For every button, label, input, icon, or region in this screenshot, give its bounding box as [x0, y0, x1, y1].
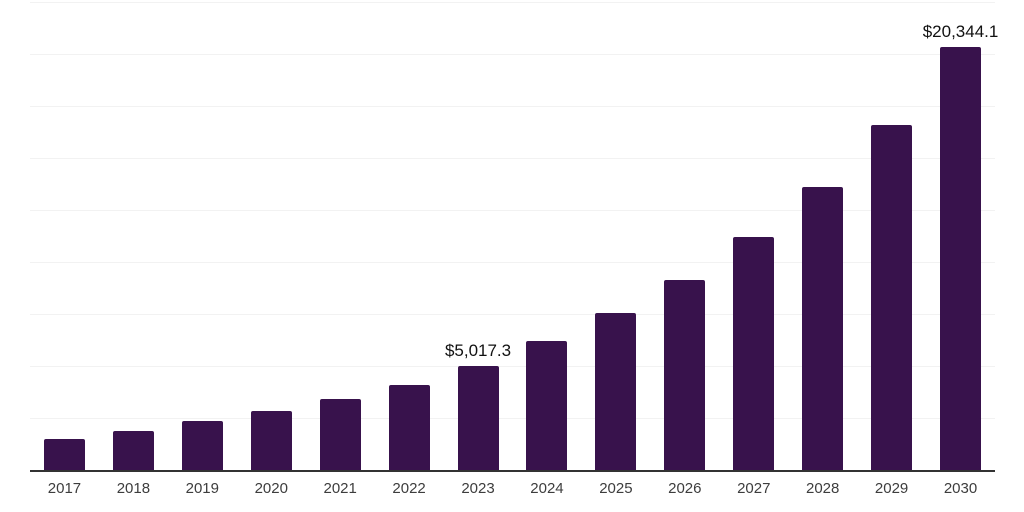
bar-2018	[112, 431, 154, 470]
plot-area: $5,017.3 $20,344.1	[30, 2, 998, 472]
x-tick-2025: 2025	[599, 480, 633, 497]
gridline-10000	[30, 262, 995, 263]
x-tick-2017: 2017	[47, 480, 82, 497]
bar-2028	[802, 186, 844, 470]
value-label-2023: $5,017.3	[444, 340, 512, 360]
x-tick-2022: 2022	[392, 480, 426, 497]
x-tick-2029: 2029	[874, 480, 909, 497]
x-tick-2024: 2024	[530, 480, 564, 497]
x-axis-labels: 2017 2018 2019 2020 2021 2022 2023 2024 2025 2026…	[30, 481, 995, 501]
gridline-15000	[30, 158, 995, 159]
x-tick-2020: 2020	[254, 480, 288, 497]
bar-2022	[388, 384, 430, 470]
x-tick-2026: 2026	[668, 480, 702, 497]
bar-2023	[457, 365, 499, 470]
x-tick-2030: 2030	[943, 480, 978, 497]
x-axis-line	[30, 470, 995, 472]
bar-2026	[664, 280, 706, 470]
gridline-2500	[30, 418, 995, 419]
bar-2029	[871, 124, 913, 470]
bar-2020	[250, 410, 292, 470]
bar-2024	[526, 341, 568, 470]
gridline-7500	[30, 314, 995, 315]
gridline-22500	[30, 2, 995, 3]
gridline-5000	[30, 366, 995, 367]
x-tick-2023: 2023	[461, 480, 495, 497]
x-tick-2019: 2019	[185, 480, 219, 497]
x-tick-2027: 2027	[737, 480, 771, 497]
x-tick-2018: 2018	[116, 480, 151, 497]
gridline-17500	[30, 106, 995, 107]
bar-2019	[181, 421, 223, 470]
bar-2025	[595, 313, 637, 470]
bar-2030	[940, 46, 982, 470]
value-label-2030: $20,344.1	[922, 21, 999, 41]
gridline-20000	[30, 54, 995, 55]
x-tick-2021: 2021	[323, 480, 357, 497]
bar-2021	[319, 398, 361, 470]
gridline-12500	[30, 210, 995, 211]
bar-2027	[733, 236, 775, 470]
bar-2017	[43, 439, 85, 470]
x-tick-2028: 2028	[805, 480, 840, 497]
